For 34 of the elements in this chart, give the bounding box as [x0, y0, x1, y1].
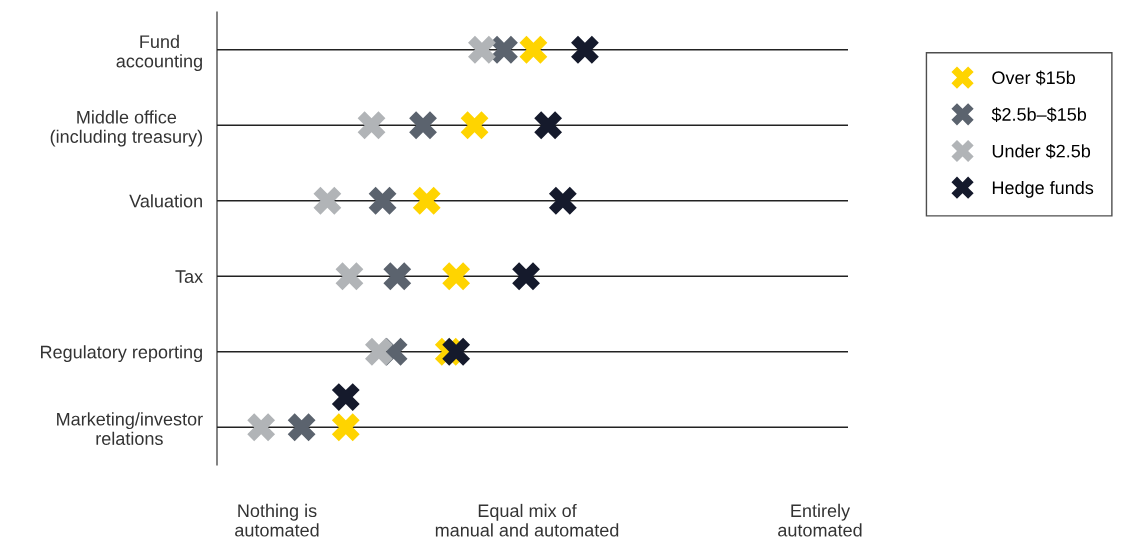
point: [442, 262, 471, 291]
y-tick-label: Regulatory reporting: [41, 345, 202, 363]
legend-label: $2.5b–$15b: [991, 107, 1087, 122]
point: [409, 111, 437, 140]
point: [287, 413, 316, 442]
point: [519, 35, 548, 64]
legend-label: Hedge funds: [992, 180, 1094, 198]
point: [365, 337, 393, 366]
legend-label: Under $2.5b: [992, 143, 1091, 159]
point: [247, 413, 276, 442]
point: [460, 111, 489, 140]
point: [512, 262, 540, 291]
point: [548, 186, 577, 215]
y-tick-label: Middle office (including treasury): [50, 110, 202, 147]
point: [335, 262, 364, 291]
y-tick-label: Tax: [175, 270, 203, 283]
point: [383, 262, 412, 291]
point: [571, 35, 599, 64]
point: [313, 186, 342, 215]
point: [357, 111, 386, 140]
text: Nothing is automated: [235, 503, 319, 537]
point: [368, 186, 397, 215]
text: Entirely automated: [778, 503, 862, 537]
y-tick-label: Fund accounting: [116, 34, 202, 72]
point: [534, 111, 563, 140]
legend-label: Over $15b: [992, 70, 1075, 86]
y-tick-label: Marketing/investor relations: [57, 412, 203, 445]
point: [468, 35, 496, 64]
point: [442, 337, 471, 366]
point: [412, 186, 441, 215]
text: Equal mix of manual and automated: [435, 503, 619, 537]
y-tick-label: Valuation: [129, 194, 202, 208]
point: [490, 35, 518, 64]
point: [331, 413, 360, 442]
